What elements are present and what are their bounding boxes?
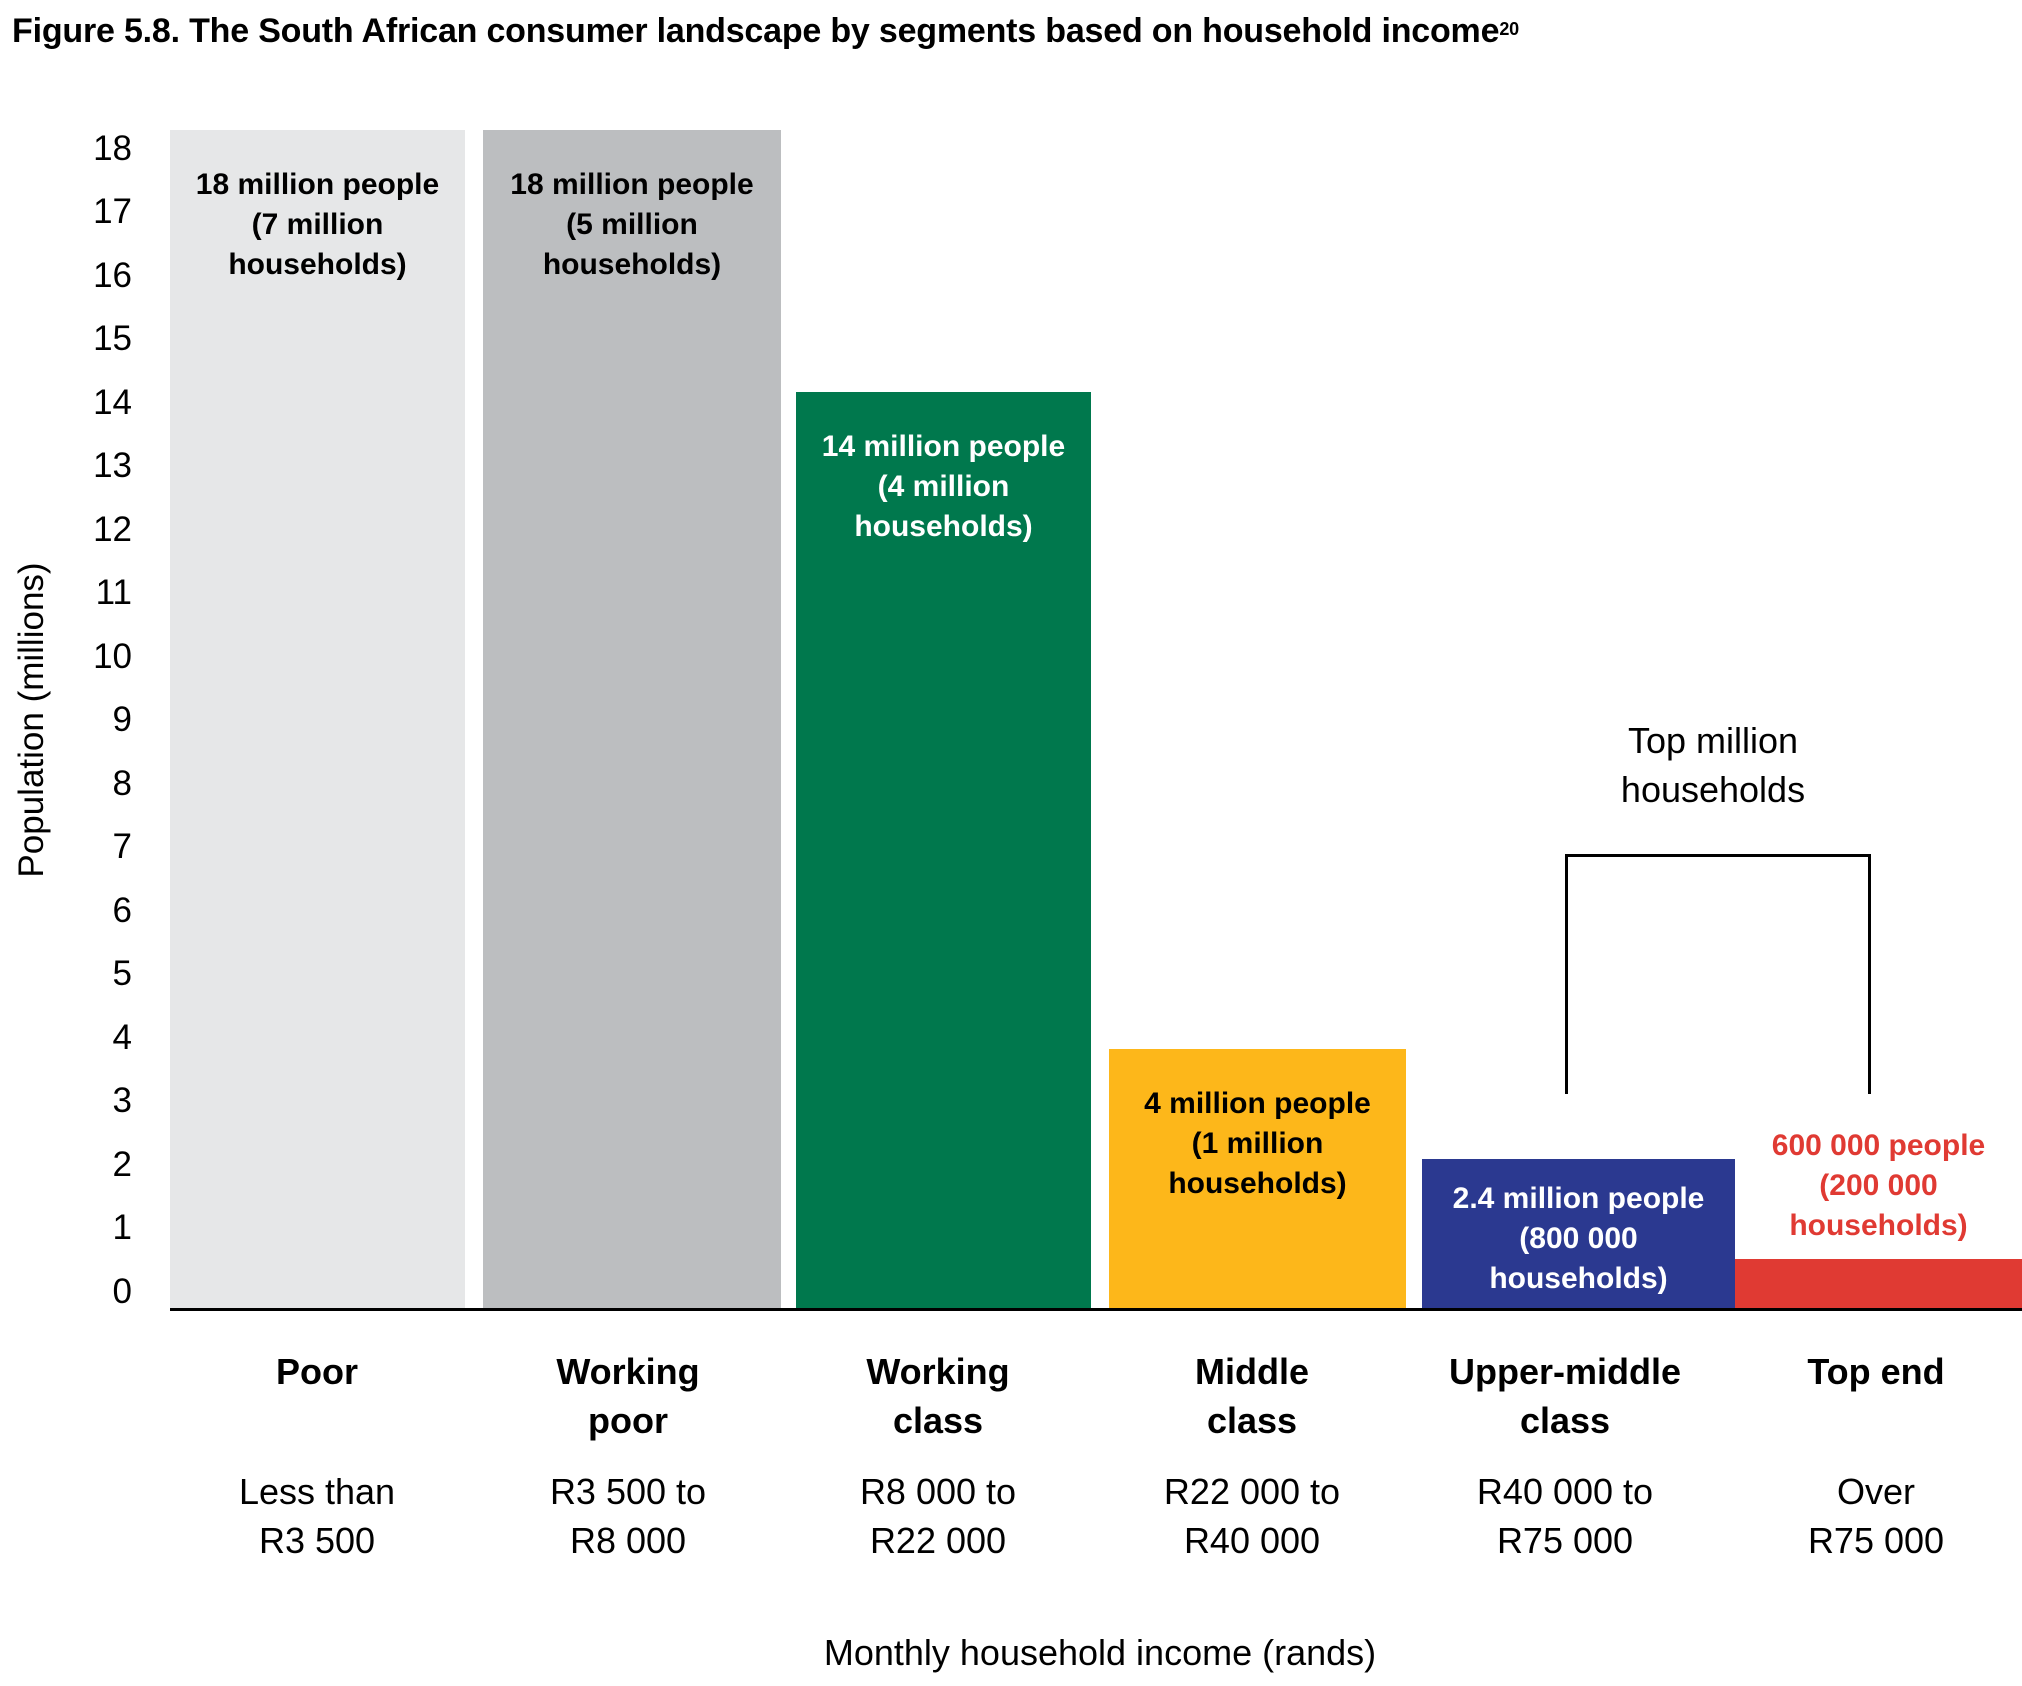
category-range: R22 000 to R40 000 <box>1163 1471 1341 1561</box>
bar-label-working-class: 14 million people (4 million households) <box>821 430 1066 543</box>
y-tick: 17 <box>93 192 132 231</box>
y-tick: 13 <box>93 446 132 485</box>
bar-label-poor: 18 million people (7 million households) <box>195 168 440 281</box>
bar-label-middle-class: 4 million people (1 million households) <box>1144 1087 1371 1200</box>
bar-upper-middle-class: 2.4 million people (800 000 households) <box>1422 1159 1735 1310</box>
y-tick: 2 <box>112 1145 132 1184</box>
bar-label-working-poor: 18 million people (5 million households) <box>510 168 754 281</box>
y-tick: 1 <box>112 1208 132 1247</box>
top-million-bracket <box>1565 854 1871 1094</box>
category-range: Over R75 000 <box>1807 1471 1945 1561</box>
category-range: R40 000 to R75 000 <box>1476 1471 1654 1561</box>
figure-title-text: Figure 5.8. The South African consumer l… <box>12 12 1500 50</box>
category-name: Poor <box>275 1351 358 1392</box>
category-name: Working poor <box>556 1351 700 1441</box>
category-range: R3 500 to R8 000 <box>549 1471 707 1561</box>
category-range: R8 000 to R22 000 <box>859 1471 1017 1561</box>
category-range: Less than R3 500 <box>238 1471 396 1561</box>
y-tick: 9 <box>112 700 132 739</box>
category-name: Upper-middle class <box>1448 1351 1681 1441</box>
x-axis-label: Monthly household income (rands) <box>823 1632 1377 1673</box>
y-tick: 4 <box>112 1018 132 1057</box>
y-axis-label: Population (millions) <box>12 562 51 878</box>
y-tick: 12 <box>93 510 132 549</box>
x-axis-baseline <box>170 1308 2022 1311</box>
bar-middle-class: 4 million people (1 million households) <box>1109 1049 1406 1310</box>
y-tick: 7 <box>112 827 132 866</box>
category-name: Middle class <box>1195 1351 1309 1441</box>
figure-title: Figure 5.8. The South African consumer l… <box>12 8 1519 54</box>
y-tick: 18 <box>93 129 132 168</box>
bar-working-poor: 18 million people (5 million households) <box>483 130 781 1310</box>
y-tick: 16 <box>93 256 132 295</box>
category-name: Working class <box>866 1351 1010 1441</box>
category-name: Top end <box>1807 1351 1945 1392</box>
bar-label-upper-middle-class: 2.4 million people (800 000 households) <box>1452 1182 1705 1295</box>
y-tick: 11 <box>95 573 132 612</box>
bar-poor: 18 million people (7 million households) <box>170 130 465 1310</box>
y-tick: 8 <box>112 764 132 803</box>
y-tick: 3 <box>112 1081 132 1120</box>
y-tick: 5 <box>112 954 132 993</box>
y-tick: 15 <box>93 319 132 358</box>
bar-working-class: 14 million people (4 million households) <box>796 392 1091 1310</box>
y-tick: 0 <box>112 1272 132 1311</box>
top-million-households-label: Top million households <box>1620 720 1806 810</box>
title-footnote: 20 <box>1499 19 1519 39</box>
y-tick: 10 <box>93 637 132 676</box>
y-tick: 6 <box>112 891 132 930</box>
y-tick: 14 <box>93 383 132 422</box>
bar-label-top-end: 600 000 people (200 000 households) <box>1771 1129 1986 1242</box>
bar-top-end: 600 000 people (200 000 households) <box>1735 1129 2022 1310</box>
